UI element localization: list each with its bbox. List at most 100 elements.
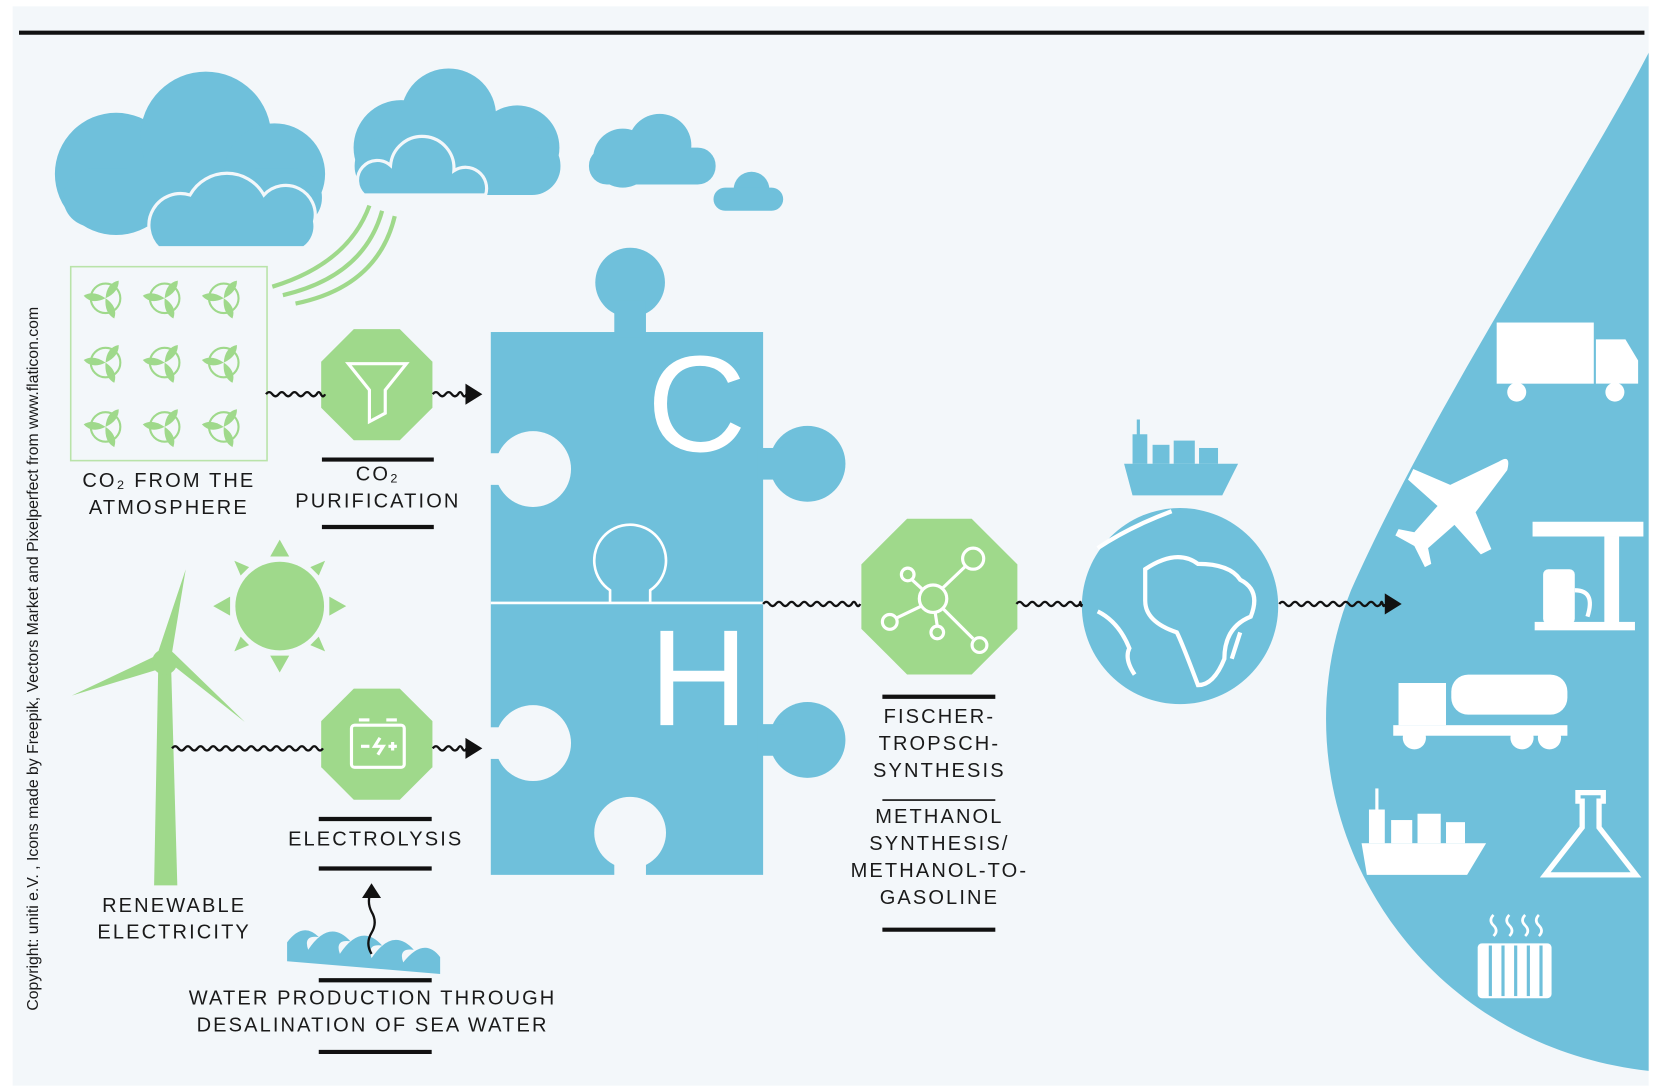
- octagon-icons-part: [345, 362, 410, 425]
- fan-blade: [105, 362, 116, 383]
- synthesis-octagon: [861, 518, 1018, 675]
- fan: [142, 280, 181, 319]
- fan-blade: [164, 409, 178, 427]
- fan-blade: [164, 280, 178, 299]
- octagon-icons-part: [360, 736, 397, 756]
- usage-icons-part: [1595, 339, 1639, 384]
- puzzle-letter: C: [647, 328, 746, 481]
- label-line: FISCHER-: [884, 706, 996, 728]
- label-line: SYNTHESIS/: [869, 833, 1009, 855]
- fan-blade: [142, 357, 165, 366]
- wind-turbine-part: [168, 653, 245, 723]
- usage-icons-part: [1375, 788, 1379, 810]
- ship-icon-part: [1136, 419, 1140, 437]
- puzzle-letter: H: [649, 602, 748, 755]
- fan-blade: [164, 426, 175, 448]
- label-line: ATMOSPHERE: [89, 497, 249, 519]
- fan-blade: [83, 293, 106, 302]
- arrowheads: [465, 383, 1402, 759]
- label: FISCHER- TROPSCH- SYNTHESIS: [873, 706, 1006, 782]
- flow-line: [265, 390, 327, 398]
- label-line: SYNTHESIS: [873, 760, 1006, 782]
- octagon-icons-part: [896, 564, 975, 640]
- puzzle-part: [495, 431, 572, 507]
- label: WATER PRODUCTION THROUGH DESALINATION OF …: [189, 988, 557, 1037]
- fan-blade: [83, 421, 106, 430]
- label: METHANOL SYNTHESIS/METHANOL-TO- GASOLINE: [851, 806, 1029, 909]
- arrowheads-part: [465, 383, 483, 405]
- puzzle-part: [592, 523, 668, 603]
- front-clouds-part: [356, 134, 489, 197]
- puzzle-part: [614, 300, 646, 338]
- sun: [213, 539, 347, 673]
- fan-ring: [148, 411, 181, 443]
- sun-part: [213, 596, 231, 616]
- sun-part: [310, 636, 326, 652]
- octagon-icons-part: [880, 612, 899, 631]
- fan-blade: [164, 362, 175, 383]
- continents-part: [1143, 555, 1257, 688]
- fan-blade: [201, 293, 224, 302]
- front-clouds: [147, 134, 489, 250]
- sun-part: [270, 539, 290, 557]
- sun-part: [329, 596, 347, 616]
- puzzle-part: [595, 247, 665, 318]
- usage-icons-part: [1496, 322, 1594, 384]
- wind-turbine: [71, 569, 245, 886]
- fan: [83, 344, 122, 383]
- puzzle-part: [757, 447, 785, 480]
- usage-icons-part: [1543, 569, 1575, 624]
- sun-part: [234, 560, 250, 576]
- usage-icons-part: [1537, 726, 1562, 750]
- fan-ring: [207, 282, 240, 315]
- fan: [83, 280, 122, 319]
- sun-part: [270, 655, 290, 673]
- label-line: METHANOL-TO-: [851, 860, 1029, 882]
- puzzle-part: [594, 796, 667, 869]
- label: CO₂ FROM THE ATMOSPHERE: [82, 470, 255, 519]
- octagon-icons-part: [917, 583, 949, 614]
- fan-ring: [207, 411, 240, 443]
- fan-ring: [89, 346, 122, 379]
- fan-ring: [148, 346, 181, 379]
- usage-icons: [1361, 322, 1644, 999]
- fan: [142, 409, 181, 448]
- ship-icon-part: [1124, 463, 1239, 496]
- sun-part: [235, 561, 325, 651]
- front-clouds-part: [147, 171, 317, 250]
- wind-turbine-part: [71, 655, 159, 696]
- usage-icons-part: [1391, 820, 1413, 844]
- usage-icons-part: [1539, 790, 1642, 878]
- label: CO₂ PURIFICATION: [295, 464, 460, 513]
- puzzle-part: [485, 727, 507, 759]
- octagon-icons: [345, 362, 989, 769]
- fan-ring: [89, 282, 122, 315]
- usage-icons-part: [1361, 843, 1487, 875]
- fan-blade: [105, 409, 119, 427]
- fan-blade: [201, 357, 224, 366]
- usage-icons-part: [1534, 621, 1635, 631]
- puzzle-part: [769, 425, 846, 502]
- usage-icons-part: [1398, 683, 1447, 726]
- flow-line: [431, 745, 468, 752]
- fan-blade: [223, 409, 237, 427]
- flow-line: [1278, 600, 1386, 608]
- octagon-icons-part: [349, 723, 406, 769]
- label-line: PURIFICATION: [295, 491, 460, 513]
- usage-icons-part: [1451, 674, 1568, 715]
- usage-icons-part: [1489, 913, 1543, 937]
- label-line: ELECTROLYSIS: [288, 828, 463, 850]
- ship-icon-part: [1173, 440, 1195, 464]
- label-line: CO₂: [356, 464, 400, 486]
- wind-strokes-part: [271, 204, 372, 289]
- fan-ring: [89, 411, 122, 443]
- ship-icon-part: [1152, 444, 1170, 464]
- ship-icon-part: [1132, 434, 1148, 464]
- ship-icon: [1124, 419, 1239, 496]
- fan: [201, 344, 240, 383]
- puzzle-part: [485, 453, 507, 485]
- wind-strokes: [271, 204, 397, 306]
- usage-icons-part: [1368, 809, 1385, 844]
- fan-blade: [164, 298, 175, 319]
- flow-line: [1015, 600, 1084, 608]
